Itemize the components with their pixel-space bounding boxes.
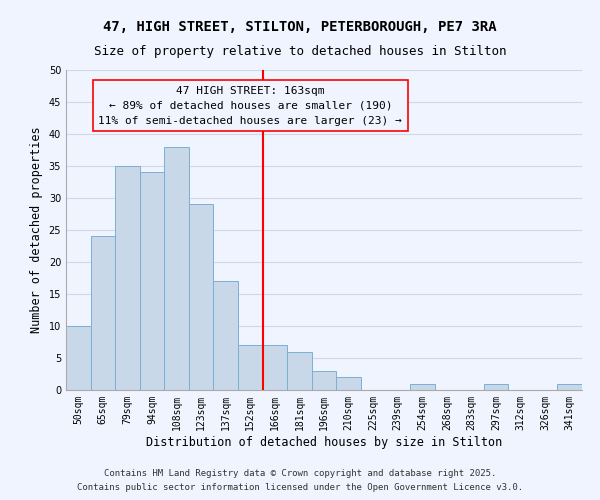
Text: Contains public sector information licensed under the Open Government Licence v3: Contains public sector information licen… [77,484,523,492]
Bar [484,384,508,390]
Bar [189,204,214,390]
Bar [140,172,164,390]
X-axis label: Distribution of detached houses by size in Stilton: Distribution of detached houses by size … [146,436,502,448]
Bar [557,384,582,390]
Bar [164,147,189,390]
Bar [263,345,287,390]
Bar [91,236,115,390]
Bar [214,281,238,390]
Text: Contains HM Land Registry data © Crown copyright and database right 2025.: Contains HM Land Registry data © Crown c… [104,468,496,477]
Bar [287,352,312,390]
Bar [312,371,336,390]
Text: Size of property relative to detached houses in Stilton: Size of property relative to detached ho… [94,45,506,58]
Text: 47 HIGH STREET: 163sqm
← 89% of detached houses are smaller (190)
11% of semi-de: 47 HIGH STREET: 163sqm ← 89% of detached… [98,86,402,126]
Bar [66,326,91,390]
Bar [115,166,140,390]
Bar [336,377,361,390]
Bar [238,345,263,390]
Bar [410,384,434,390]
Text: 47, HIGH STREET, STILTON, PETERBOROUGH, PE7 3RA: 47, HIGH STREET, STILTON, PETERBOROUGH, … [103,20,497,34]
Y-axis label: Number of detached properties: Number of detached properties [30,126,43,334]
